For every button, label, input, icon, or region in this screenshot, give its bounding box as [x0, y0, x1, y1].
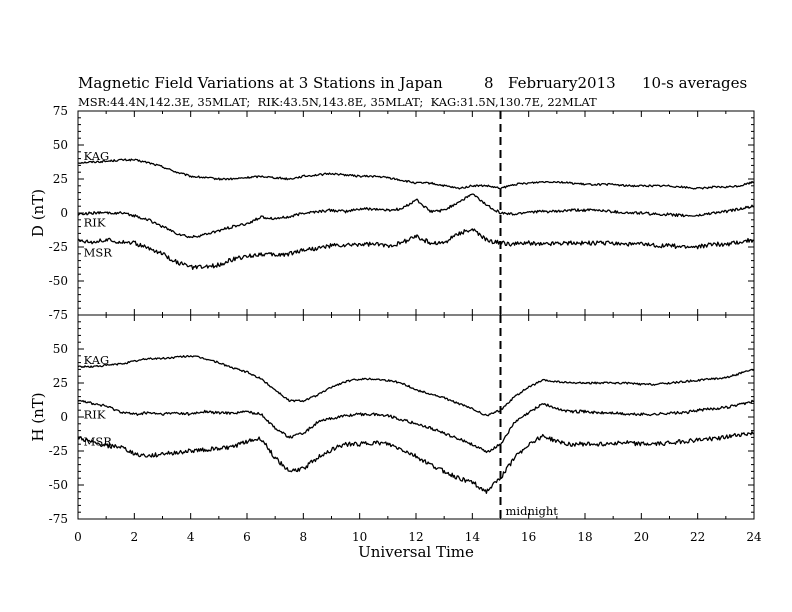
x-tick-label-8: 16 [521, 530, 536, 544]
date-month-year: February2013 [508, 74, 616, 92]
series-label-rik-1: RIK [84, 407, 106, 421]
x-tick-label-9: 18 [577, 530, 592, 544]
series-label-kag-1: KAG [84, 353, 110, 367]
y-tick-label-0-5: -50 [49, 274, 68, 288]
series-label-rik-0: RIK [84, 216, 106, 230]
series-label-msr-0: MSR [84, 245, 113, 259]
x-tick-label-2: 4 [187, 530, 195, 544]
x-tick-label-4: 8 [300, 530, 308, 544]
x-tick-label-12: 24 [746, 530, 762, 544]
series-kag-0 [77, 158, 755, 191]
y-tick-label-1-1: 25 [53, 376, 68, 390]
averaging-label: 10-s averages [642, 74, 747, 92]
midnight-label: midnight [506, 504, 559, 518]
y-tick-label-0-4: -25 [49, 240, 68, 254]
x-axis-label: Universal Time [358, 543, 474, 561]
chart-panels: 75 50 25 0 -25 -50 -75 D (nT) KAG RIK MSR 50 25 0 -25 -… [29, 104, 762, 561]
x-tick-label-0: 0 [74, 530, 82, 544]
y-tick-label-1-5: -75 [49, 512, 68, 526]
y-tick-label-1-2: 0 [60, 410, 68, 424]
panel-frame-0 [77, 110, 755, 316]
x-tick-label-10: 20 [634, 530, 649, 544]
series-rik-0 [77, 193, 755, 239]
y-tick-label-1-0: 50 [53, 342, 68, 356]
y-tick-label-0-6: -75 [49, 308, 68, 322]
x-tick-label-7: 14 [465, 530, 481, 544]
series-msr-0 [77, 228, 755, 271]
y-tick-label-1-3: -25 [49, 444, 68, 458]
y-axis-label-1: H (nT) [29, 392, 47, 441]
stations-info: MSR:44.4N,142.3E, 35MLAT; RIK:43.5N,143.… [78, 95, 597, 109]
y-tick-label-0-3: 0 [60, 206, 68, 220]
x-tick-label-5: 10 [352, 530, 367, 544]
date-day: 8 [484, 74, 494, 92]
series-kag-1 [77, 354, 755, 417]
x-tick-label-6: 12 [408, 530, 423, 544]
panel-0: 75 50 25 0 -25 -50 -75 D (nT) KAG RIK MSR [29, 104, 755, 322]
x-tick-label-11: 22 [690, 530, 705, 544]
y-tick-label-1-4: -50 [49, 478, 68, 492]
y-tick-label-0-0: 75 [53, 104, 68, 118]
x-tick-label-3: 6 [243, 530, 251, 544]
series-rik-1 [77, 399, 755, 454]
y-axis-label-0: D (nT) [29, 189, 47, 237]
series-label-kag-0: KAG [84, 149, 110, 163]
y-tick-label-0-1: 50 [53, 138, 68, 152]
x-tick-label-1: 2 [131, 530, 139, 544]
series-msr-1 [77, 431, 755, 494]
chart-header: Magnetic Field Variations at 3 Stations … [78, 74, 747, 109]
y-tick-label-0-2: 25 [53, 172, 68, 186]
panel-frame-1 [77, 314, 755, 520]
series-label-msr-1: MSR [84, 434, 113, 448]
chart-title: Magnetic Field Variations at 3 Stations … [78, 74, 443, 92]
